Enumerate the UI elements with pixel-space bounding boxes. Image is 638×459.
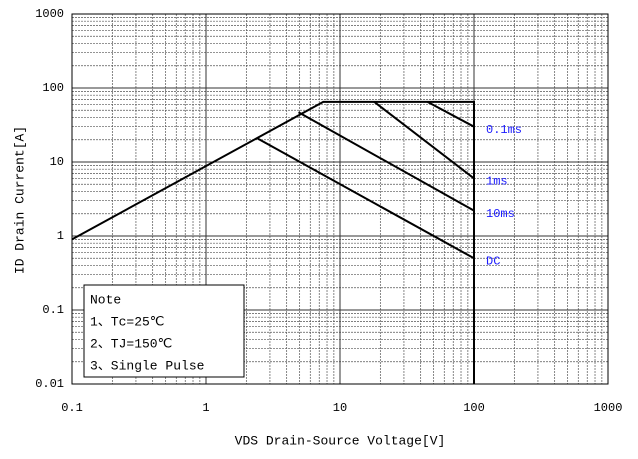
- series-label: 1ms: [486, 175, 508, 189]
- note-title: Note: [90, 292, 121, 307]
- y-axis-label: ID Drain Current[A]: [12, 126, 27, 274]
- series-line: [427, 100, 475, 128]
- y-tick-label: 10: [50, 155, 64, 169]
- x-tick-label: 1000: [594, 401, 623, 415]
- series-label: 10ms: [486, 207, 515, 221]
- note-line: 3、Single Pulse: [90, 358, 204, 373]
- y-tick-label: 1000: [35, 7, 64, 21]
- series-line: [71, 100, 475, 384]
- series-line: [297, 111, 475, 212]
- note-box: [83, 284, 245, 378]
- x-tick-label: 10: [333, 401, 347, 415]
- x-tick-label: 100: [463, 401, 485, 415]
- note-line: 2、TJ=150℃: [90, 336, 172, 351]
- plot-frame: [71, 13, 609, 385]
- note-line: 1、Tc=25℃: [90, 314, 164, 329]
- x-tick-label: 1: [202, 401, 209, 415]
- y-tick-label: 100: [42, 81, 64, 95]
- x-axis-label: VDS Drain-Source Voltage[V]: [235, 433, 446, 448]
- x-tick-label: 0.1: [61, 401, 83, 415]
- series-line: [373, 101, 475, 180]
- series-label: 0.1ms: [486, 123, 522, 137]
- series-line: [256, 137, 475, 260]
- series-label: DC: [486, 254, 500, 268]
- y-tick-label: 0.1: [42, 303, 64, 317]
- y-tick-label: 0.01: [35, 377, 64, 391]
- y-tick-label: 1: [57, 229, 64, 243]
